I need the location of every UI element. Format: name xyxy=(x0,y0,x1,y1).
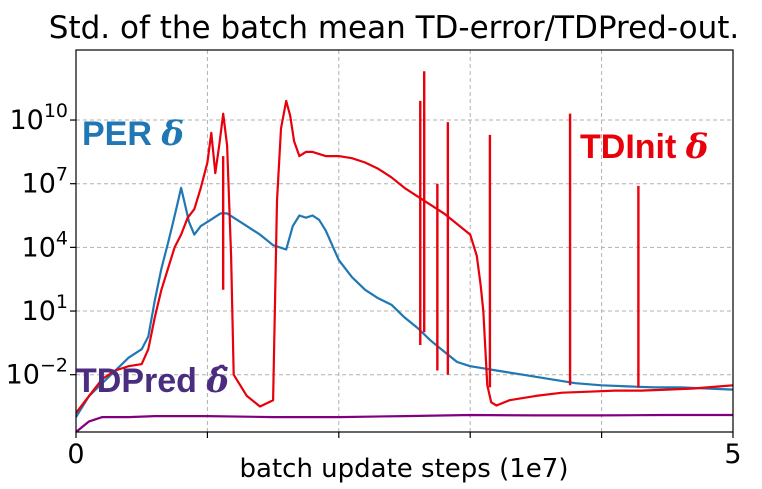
y-ticks: 10−2 101 104 107 1010 xyxy=(6,100,76,391)
y-tick-label-1: 101 xyxy=(22,291,68,327)
x-tick-label-0: 0 xyxy=(67,439,84,470)
x-tick-label-5: 5 xyxy=(724,439,741,470)
annotation-1: TDInit δ xyxy=(580,127,708,167)
series-line-2 xyxy=(75,413,733,433)
plot-frame xyxy=(75,49,734,433)
annotations: PER δ TDInit δ TDPred δ̂ xyxy=(76,114,708,401)
x-axis-label: batch update steps (1e7) xyxy=(240,454,569,484)
chart-title: Std. of the batch mean TD-error/TDPred-o… xyxy=(49,10,739,46)
y-tick-label-2: 104 xyxy=(22,227,68,263)
series-line-1 xyxy=(75,99,734,414)
series-line-0 xyxy=(75,186,734,418)
annotation-2: TDPred δ̂ xyxy=(76,361,229,401)
annotation-0: PER δ xyxy=(82,114,184,154)
y-tick-label-4: 1010 xyxy=(9,100,68,136)
y-tick-label-3: 107 xyxy=(22,164,68,200)
y-tick-label-0: 10−2 xyxy=(6,355,68,391)
series-lines xyxy=(75,71,734,433)
grid-lines xyxy=(76,50,733,432)
